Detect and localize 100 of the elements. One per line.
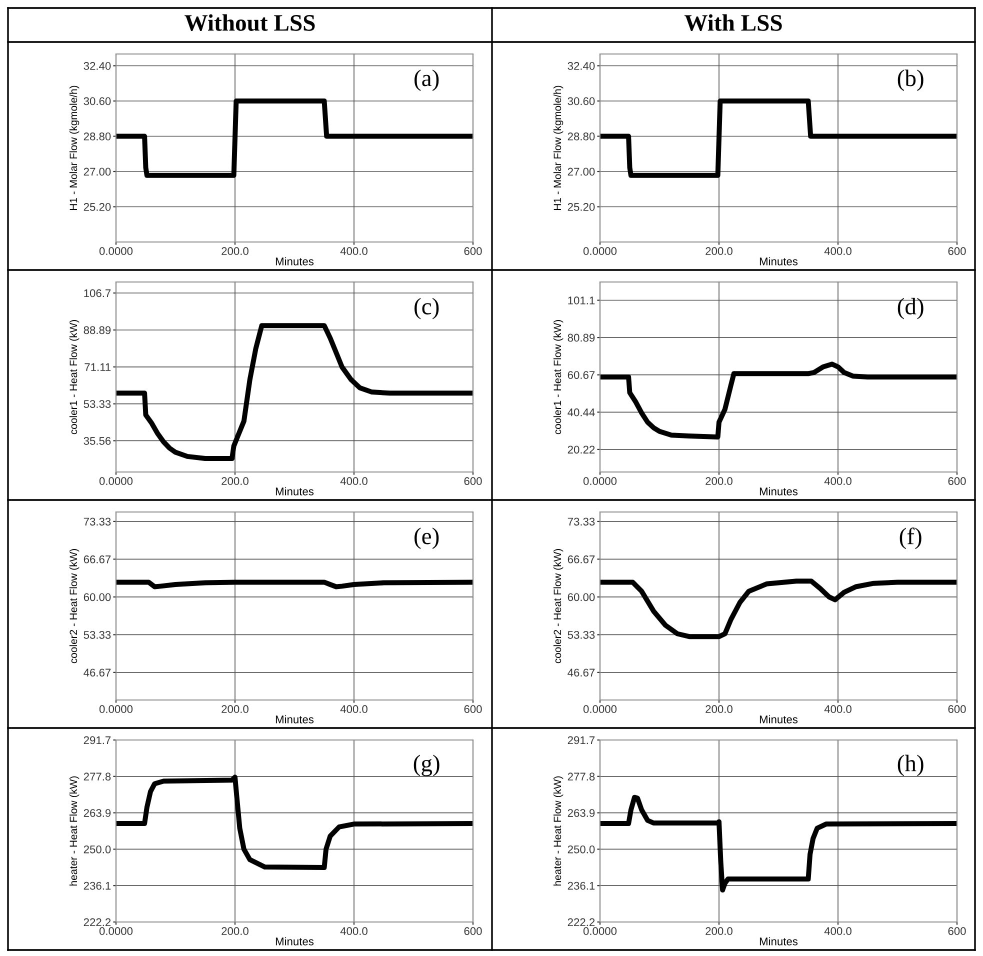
y-tick-label: 222.2 [84,918,111,926]
x-tick-label: 200.0 [706,247,732,256]
y-tick-label: 30.60 [568,97,595,106]
y-tick-label: 250.0 [568,845,595,854]
y-tick-label: 101.1 [568,296,595,304]
y-tick-label: 291.7 [568,736,595,744]
y-tick-label: 66.67 [84,555,111,564]
y-tick-label: 32.40 [568,62,595,70]
x-tick-label: 400.0 [340,477,368,486]
x-tick-label: 200.0 [706,927,732,936]
y-tick-label: 60.67 [568,371,595,379]
x-tick-label: 200.0 [706,477,732,486]
y-tick-label: 60.00 [84,593,111,602]
x-axis-title: Minutes [760,937,798,946]
y-tick-label: 71.11 [84,363,111,371]
y-tick-label: 66.67 [568,555,595,564]
y-tick-label: 46.67 [84,668,111,677]
y-tick-label: 291.7 [84,736,111,744]
y-tick-label: 35.56 [84,436,111,445]
y-axis-title: cooler2 - Heat Flow (kW) [69,549,80,664]
y-axis-title: cooler2 - Heat Flow (kW) [553,549,564,664]
y-tick-label: 32.40 [84,62,111,70]
y-tick-label: 53.33 [568,630,595,639]
x-tick-label: 200.0 [706,705,732,714]
x-tick-label: 0.0000 [583,477,617,486]
x-axis-title: Minutes [276,487,314,496]
y-tick-label: 53.33 [84,400,111,408]
y-tick-label: 27.00 [84,168,111,176]
chart-title: Without LSS [184,14,315,32]
x-tick-label: 600 [464,927,482,936]
x-tick-label: 600 [948,247,966,256]
annotation: (b) [898,70,924,92]
y-tick-label: 263.9 [568,809,595,817]
y-axis-title: cooler1 - Heat Flow (kW) [69,320,80,434]
y-tick-label: 30.60 [84,97,111,106]
x-axis-title: Minutes [276,937,314,946]
annotation: (f) [900,527,922,550]
y-tick-label: 277.8 [84,772,111,781]
x-axis-title: Minutes [760,257,798,266]
y-tick-label: 277.8 [568,772,595,781]
y-tick-label: 40.44 [568,408,595,416]
x-tick-label: 600 [948,705,966,714]
x-tick-label: 400.0 [824,927,852,936]
y-tick-label: 263.9 [84,809,111,817]
x-tick-label: 0.0000 [583,927,617,936]
x-tick-label: 0.0000 [99,927,133,936]
x-tick-label: 400.0 [824,247,852,256]
annotation: (g) [414,754,440,776]
x-tick-label: 0.0000 [99,705,133,714]
x-tick-label: 600 [464,705,482,714]
x-tick-label: 400.0 [340,247,368,256]
y-tick-label: 60.00 [568,593,595,602]
annotation: (c) [414,298,439,320]
x-tick-label: 200.0 [222,247,248,256]
y-tick-label: 236.1 [568,882,595,890]
annotation: (h) [898,754,924,776]
x-tick-label: 600 [464,477,482,486]
annotation: (e) [414,528,439,550]
chart-title: With LSS [684,14,782,32]
y-axis-title: heater - Heat Flow (kW) [69,776,80,886]
y-tick-label: 28.80 [568,132,595,140]
x-axis-title: Minutes [276,257,314,266]
x-tick-label: 0.0000 [583,247,617,256]
y-tick-label: 20.22 [568,446,595,454]
x-axis-title: Minutes [760,715,798,724]
x-tick-label: 400.0 [824,477,852,486]
y-tick-label: 88.89 [84,326,111,334]
y-axis-title: H1 - Molar Flow (kgmole/h) [69,86,80,210]
x-tick-label: 400.0 [340,705,368,714]
y-tick-label: 106.7 [84,289,111,298]
annotation: (a) [414,70,439,92]
x-tick-label: 600 [948,927,966,936]
x-tick-label: 0.0000 [99,247,133,256]
x-tick-label: 0.0000 [583,705,617,714]
x-tick-label: 200.0 [222,927,248,936]
y-axis-title: cooler1 - Heat Flow (kW) [553,320,564,434]
y-tick-label: 27.00 [568,168,595,176]
annotation: (d) [898,298,924,320]
y-tick-label: 80.89 [568,334,595,342]
y-tick-label: 25.20 [568,203,595,211]
x-tick-label: 600 [464,247,482,256]
x-axis-title: Minutes [276,715,314,724]
y-tick-label: 73.33 [84,518,111,526]
x-tick-label: 200.0 [222,705,248,714]
y-tick-label: 53.33 [84,630,111,639]
x-tick-label: 400.0 [340,927,368,936]
y-tick-label: 222.2 [568,918,595,926]
x-tick-label: 600 [948,477,966,486]
x-tick-label: 0.0000 [99,477,133,486]
y-axis-title: H1 - Molar Flow (kgmole/h) [553,86,564,210]
y-tick-label: 25.20 [84,203,111,211]
y-tick-label: 73.33 [568,518,595,526]
y-tick-label: 250.0 [84,845,111,854]
y-tick-label: 236.1 [84,882,111,890]
y-tick-label: 46.67 [568,668,595,677]
y-axis-title: heater - Heat Flow (kW) [553,776,564,886]
x-axis-title: Minutes [760,487,798,496]
x-tick-label: 200.0 [222,477,248,486]
x-tick-label: 400.0 [824,705,852,714]
y-tick-label: 28.80 [84,132,111,140]
